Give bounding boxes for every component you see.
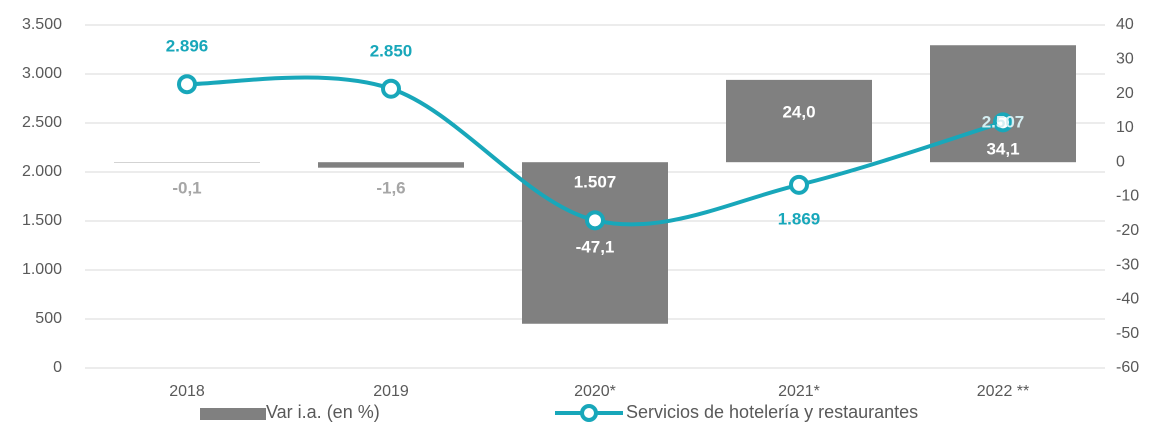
bar (726, 79, 872, 163)
y2-tick-label: -10 (1116, 188, 1139, 205)
y2-tick-label: -40 (1116, 291, 1139, 308)
y-tick-label: 500 (35, 310, 62, 327)
bar (522, 162, 668, 324)
y-tick-label: 0 (53, 359, 62, 376)
x-tick-label: 2021* (778, 383, 820, 400)
y2-tick-label: 20 (1116, 85, 1134, 102)
x-tick-label: 2020* (574, 383, 616, 400)
bar (318, 162, 464, 168)
data-label: -47,1 (576, 237, 615, 256)
data-label: 2.896 (166, 36, 209, 55)
bar (930, 45, 1076, 163)
line-marker (789, 174, 809, 195)
y-tick-label: 1.000 (22, 261, 62, 278)
data-label: -0,1 (172, 178, 201, 197)
y2-tick-label: -60 (1116, 359, 1139, 376)
y-tick-label: 2.000 (22, 163, 62, 180)
data-label: -1,6 (376, 178, 405, 197)
line-marker (177, 74, 197, 95)
y-tick-label: 3.000 (22, 65, 62, 82)
x-tick-label: 2019 (373, 383, 409, 400)
y2-tick-label: 30 (1116, 51, 1134, 68)
y-tick-label: 1.500 (22, 212, 62, 229)
legend-label: Servicios de hotelería y restaurantes (626, 402, 918, 422)
data-label: 2.850 (370, 41, 413, 60)
y2-tick-label: -50 (1116, 325, 1139, 342)
data-label: 1.507 (574, 172, 617, 191)
y-tick-label: 3.500 (22, 16, 62, 33)
data-label: 2.507 (982, 112, 1025, 131)
line-marker (993, 112, 1013, 133)
y2-tick-label: 10 (1116, 119, 1134, 136)
y2-tick-label: -20 (1116, 222, 1139, 239)
y2-tick-label: -30 (1116, 256, 1139, 273)
line-marker (381, 78, 401, 99)
legend-swatch (200, 408, 266, 420)
y2-tick-label: 0 (1116, 153, 1125, 170)
y2-tick-label: 40 (1116, 16, 1134, 33)
data-label: 34,1 (986, 139, 1019, 158)
legend-swatch (580, 404, 598, 422)
x-tick-label: 2018 (169, 383, 205, 400)
data-label: 24,0 (782, 102, 815, 121)
y-tick-label: 2.500 (22, 114, 62, 131)
line-marker (585, 210, 605, 231)
data-label: 1.869 (778, 209, 821, 228)
legend-label: Var i.a. (en %) (266, 402, 380, 422)
x-tick-label: 2022 ** (977, 383, 1030, 400)
